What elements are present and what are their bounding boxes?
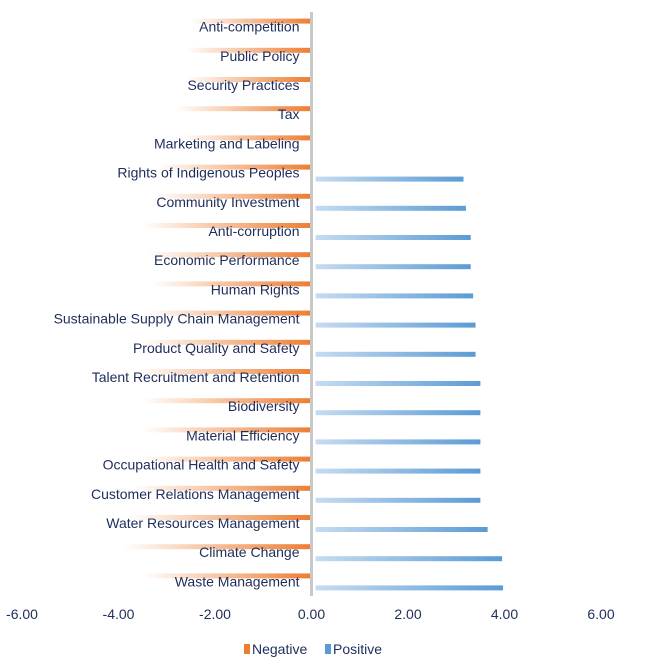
legend-swatch — [244, 644, 250, 654]
x-tick-label: -2.00 — [199, 606, 231, 622]
bar-negative — [152, 281, 312, 287]
bar-negative — [190, 18, 312, 24]
category-label: Occupational Health and Safety — [103, 457, 300, 473]
category-label: Human Rights — [211, 281, 300, 297]
category-label: Public Policy — [220, 48, 299, 64]
x-tick-label: 0.00 — [298, 606, 325, 622]
bar-negative — [142, 339, 312, 345]
bar-negative — [157, 193, 312, 199]
bar-positive — [315, 264, 471, 270]
bar-positive — [315, 293, 474, 299]
category-label: Product Quality and Safety — [133, 340, 300, 356]
bar-negative — [147, 310, 312, 316]
bar-negative — [123, 544, 312, 550]
category-label: Rights of Indigenous Peoples — [117, 165, 299, 181]
bar-negative — [176, 106, 312, 112]
bar-negative — [132, 485, 312, 491]
legend-swatch — [325, 644, 331, 654]
bar-positive — [315, 468, 481, 474]
bar-positive — [315, 176, 464, 182]
bar-negative — [157, 164, 312, 170]
category-label: Economic Performance — [154, 252, 300, 268]
bar-positive — [315, 381, 481, 386]
bar-negative — [142, 427, 312, 433]
bar-negative — [142, 456, 312, 462]
category-label: Waste Management — [175, 573, 300, 589]
bar-negative — [142, 573, 312, 579]
category-label: Customer Relations Management — [91, 486, 300, 502]
x-axis-tick-labels: -6.00 -4.00 -2.00 0.00 2.00 4.00 6.00 — [6, 606, 615, 622]
category-label: Talent Recruitment and Retention — [92, 369, 300, 385]
category-label: Material Efficiency — [186, 427, 299, 443]
category-label: Tax — [278, 106, 300, 122]
bar-positive — [315, 439, 481, 445]
bars-layer — [123, 18, 504, 591]
bar-negative — [128, 515, 312, 520]
bar-positive — [315, 235, 471, 240]
category-label: Security Practices — [187, 77, 299, 93]
legend-label: Positive — [333, 641, 382, 657]
category-label: Sustainable Supply Chain Management — [54, 311, 300, 327]
x-tick-label: 2.00 — [394, 606, 421, 622]
bar-negative — [137, 369, 312, 374]
category-label: Community Investment — [156, 194, 299, 210]
x-tick-label: 6.00 — [587, 606, 614, 622]
legend: Negative Positive — [244, 641, 382, 657]
bar-positive — [315, 410, 481, 416]
category-labels: Anti-competition Public Policy Security Pr… — [54, 19, 300, 590]
x-tick-label: -4.00 — [103, 606, 135, 622]
category-label: Water Resources Management — [106, 515, 299, 531]
bar-negative — [186, 77, 312, 82]
category-label: Anti-competition — [199, 19, 299, 35]
bar-positive — [315, 585, 504, 591]
bar-negative — [186, 47, 312, 53]
category-label: Climate Change — [199, 544, 300, 560]
bar-negative — [147, 252, 312, 258]
bar-positive — [315, 527, 488, 532]
x-tick-label: -6.00 — [6, 606, 38, 622]
bar-negative — [142, 223, 312, 228]
bar-positive — [315, 351, 476, 357]
category-label: Biodiversity — [228, 398, 300, 414]
bar-positive — [315, 497, 481, 503]
category-label: Marketing and Labeling — [154, 135, 300, 151]
bar-positive — [315, 322, 476, 328]
category-label: Anti-corruption — [208, 223, 299, 239]
bar-negative — [142, 398, 312, 404]
legend-label: Negative — [252, 641, 307, 657]
bar-positive — [315, 205, 466, 211]
bar-positive — [315, 556, 503, 562]
bar-negative — [181, 135, 312, 141]
x-tick-label: 4.00 — [491, 606, 518, 622]
